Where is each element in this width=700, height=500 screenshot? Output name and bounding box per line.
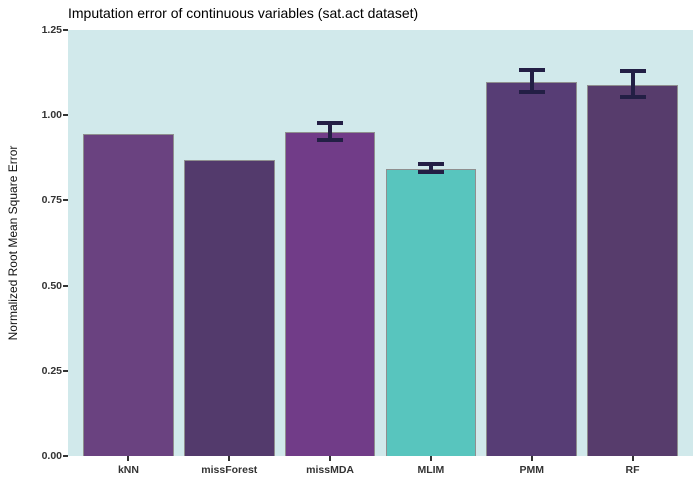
y-tick-label: 1.00: [41, 109, 62, 122]
x-tick-mark: [530, 456, 533, 461]
errorbar-PMM-line: [529, 69, 534, 93]
y-tick-mark: [63, 369, 68, 372]
x-tick-mark: [228, 456, 231, 461]
y-tick-mark: [63, 284, 68, 287]
x-tick-mark: [631, 456, 634, 461]
y-tick-mark: [63, 199, 68, 202]
chart-title: Imputation error of continuous variables…: [68, 5, 419, 21]
x-tick-label-missForest: missForest: [201, 464, 258, 476]
bar-MLIM: [385, 168, 477, 456]
errorbar-missMDA-line: [328, 122, 333, 141]
errorbar-MLIM-line: [428, 163, 433, 173]
errorbar-PMM-cap: [518, 67, 545, 72]
errorbar-MLIM-cap: [417, 161, 444, 166]
plot-panel: [68, 30, 693, 456]
y-tick-label: 0.00: [41, 450, 62, 462]
x-tick-mark: [429, 456, 432, 461]
x-tick-label-RF: RF: [625, 464, 640, 476]
x-tick-label-PMM: PMM: [519, 464, 544, 476]
y-tick-mark: [63, 114, 68, 117]
errorbar-RF-cap: [619, 95, 646, 100]
errorbar-missMDA-cap: [317, 120, 344, 125]
bar-kNN: [83, 134, 174, 456]
y-tick-label: 0.50: [41, 279, 62, 292]
y-tick-mark: [63, 29, 68, 31]
x-tick-label-missMDA: missMDA: [306, 464, 355, 476]
bar-missForest: [183, 160, 275, 456]
errorbar-missMDA-cap: [317, 138, 344, 143]
errorbar-RF-line: [630, 71, 635, 98]
errorbar-RF-cap: [619, 69, 646, 74]
x-tick-label-MLIM: MLIM: [417, 464, 445, 476]
bar-missMDA: [284, 131, 376, 456]
x-tick-mark: [127, 456, 130, 461]
y-tick-mark: [63, 455, 68, 457]
y-tick-label: 0.75: [41, 194, 62, 207]
errorbar-PMM-cap: [518, 90, 545, 95]
x-tick-label-kNN: kNN: [117, 464, 139, 476]
errorbar-MLIM-cap: [417, 170, 444, 175]
y-tick-label: 0.25: [41, 364, 62, 377]
y-tick-label: 1.25: [41, 24, 62, 36]
bar-PMM: [486, 82, 578, 456]
x-tick-mark: [329, 456, 332, 461]
bar-RF: [587, 85, 678, 456]
